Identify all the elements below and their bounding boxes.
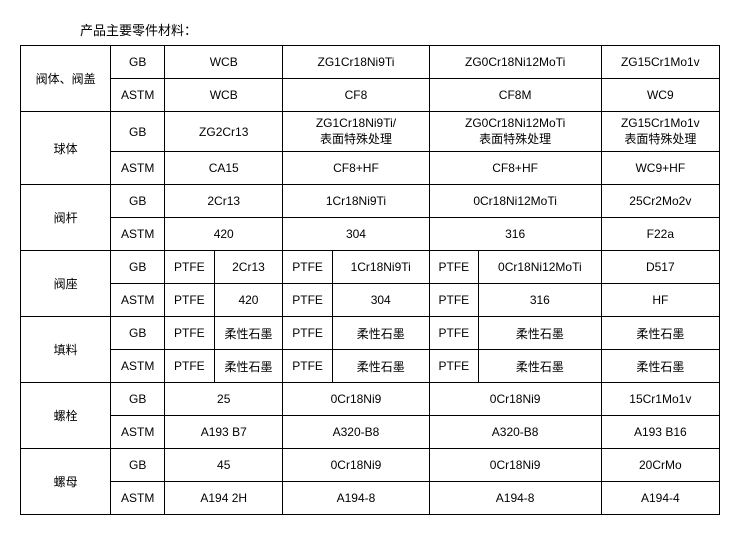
cell: 45 bbox=[165, 449, 283, 482]
std-astm: ASTM bbox=[111, 482, 165, 515]
std-gb: GB bbox=[111, 449, 165, 482]
cell: ZG0Cr18Ni12MoTi bbox=[429, 46, 601, 79]
cell: 柔性石墨 bbox=[214, 350, 283, 383]
std-astm: ASTM bbox=[111, 416, 165, 449]
cell: HF bbox=[601, 284, 719, 317]
cell: PTFE bbox=[429, 350, 478, 383]
cell: 304 bbox=[332, 284, 429, 317]
cell: PTFE bbox=[165, 251, 214, 284]
cell: 15Cr1Mo1v bbox=[601, 383, 719, 416]
cell: ZG1Cr18Ni9Ti/ 表面特殊处理 bbox=[283, 112, 429, 152]
cell: 304 bbox=[283, 218, 429, 251]
std-astm: ASTM bbox=[111, 350, 165, 383]
std-astm: ASTM bbox=[111, 284, 165, 317]
cell: 25 bbox=[165, 383, 283, 416]
cell: D517 bbox=[601, 251, 719, 284]
cell: PTFE bbox=[429, 251, 478, 284]
std-astm: ASTM bbox=[111, 79, 165, 112]
cell: CF8+HF bbox=[283, 152, 429, 185]
cell: ZG15Cr1Mo1v bbox=[601, 46, 719, 79]
cell: CA15 bbox=[165, 152, 283, 185]
cell: PTFE bbox=[165, 350, 214, 383]
cell: 0Cr18Ni12MoTi bbox=[479, 251, 602, 284]
cell: A320-B8 bbox=[283, 416, 429, 449]
cell: CF8 bbox=[283, 79, 429, 112]
cell: PTFE bbox=[165, 317, 214, 350]
cell: PTFE bbox=[283, 251, 332, 284]
cell: 0Cr18Ni12MoTi bbox=[429, 185, 601, 218]
rowhdr-3: 阀杆 bbox=[21, 185, 111, 251]
cell: 25Cr2Mo2v bbox=[601, 185, 719, 218]
cell: 柔性石墨 bbox=[214, 317, 283, 350]
cell: ZG0Cr18Ni12MoTi 表面特殊处理 bbox=[429, 112, 601, 152]
cell: 316 bbox=[429, 218, 601, 251]
cell: 柔性石墨 bbox=[332, 317, 429, 350]
cell: WC9+HF bbox=[601, 152, 719, 185]
rowhdr-1: 阀体、阀盖 bbox=[21, 46, 111, 112]
std-gb: GB bbox=[111, 46, 165, 79]
cell: A194 2H bbox=[165, 482, 283, 515]
cell: 420 bbox=[214, 284, 283, 317]
cell: F22a bbox=[601, 218, 719, 251]
cell: 2Cr13 bbox=[214, 251, 283, 284]
rowhdr-6: 螺栓 bbox=[21, 383, 111, 449]
cell: 1Cr18Ni9Ti bbox=[332, 251, 429, 284]
cell: 2Cr13 bbox=[165, 185, 283, 218]
cell: 20CrMo bbox=[601, 449, 719, 482]
cell: 1Cr18Ni9Ti bbox=[283, 185, 429, 218]
rowhdr-4: 阀座 bbox=[21, 251, 111, 317]
cell: 0Cr18Ni9 bbox=[429, 449, 601, 482]
rowhdr-2: 球体 bbox=[21, 112, 111, 185]
rowhdr-5: 填料 bbox=[21, 317, 111, 383]
cell: 柔性石墨 bbox=[601, 350, 719, 383]
cell: 柔性石墨 bbox=[332, 350, 429, 383]
cell: 柔性石墨 bbox=[479, 350, 602, 383]
cell: 0Cr18Ni9 bbox=[283, 449, 429, 482]
rowhdr-7: 螺母 bbox=[21, 449, 111, 515]
cell: PTFE bbox=[165, 284, 214, 317]
cell: A320-B8 bbox=[429, 416, 601, 449]
cell: 柔性石墨 bbox=[601, 317, 719, 350]
materials-table: 阀体、阀盖 GB WCB ZG1Cr18Ni9Ti ZG0Cr18Ni12MoT… bbox=[20, 45, 720, 515]
cell: PTFE bbox=[283, 350, 332, 383]
cell: PTFE bbox=[429, 284, 478, 317]
cell: PTFE bbox=[283, 284, 332, 317]
cell: 316 bbox=[479, 284, 602, 317]
cell: 0Cr18Ni9 bbox=[429, 383, 601, 416]
cell: 420 bbox=[165, 218, 283, 251]
cell: WC9 bbox=[601, 79, 719, 112]
cell: A194-8 bbox=[429, 482, 601, 515]
std-astm: ASTM bbox=[111, 152, 165, 185]
cell: A193 B7 bbox=[165, 416, 283, 449]
std-gb: GB bbox=[111, 383, 165, 416]
std-astm: ASTM bbox=[111, 218, 165, 251]
cell: A194-8 bbox=[283, 482, 429, 515]
std-gb: GB bbox=[111, 112, 165, 152]
cell: CF8M bbox=[429, 79, 601, 112]
cell: 柔性石墨 bbox=[479, 317, 602, 350]
cell: CF8+HF bbox=[429, 152, 601, 185]
std-gb: GB bbox=[111, 185, 165, 218]
cell: PTFE bbox=[429, 317, 478, 350]
cell: 0Cr18Ni9 bbox=[283, 383, 429, 416]
cell: A193 B16 bbox=[601, 416, 719, 449]
cell: WCB bbox=[165, 46, 283, 79]
cell: ZG15Cr1Mo1v 表面特殊处理 bbox=[601, 112, 719, 152]
std-gb: GB bbox=[111, 317, 165, 350]
cell: PTFE bbox=[283, 317, 332, 350]
cell: ZG2Cr13 bbox=[165, 112, 283, 152]
cell: WCB bbox=[165, 79, 283, 112]
table-title: 产品主要零件材料： bbox=[80, 20, 725, 39]
cell: ZG1Cr18Ni9Ti bbox=[283, 46, 429, 79]
cell: A194-4 bbox=[601, 482, 719, 515]
std-gb: GB bbox=[111, 251, 165, 284]
